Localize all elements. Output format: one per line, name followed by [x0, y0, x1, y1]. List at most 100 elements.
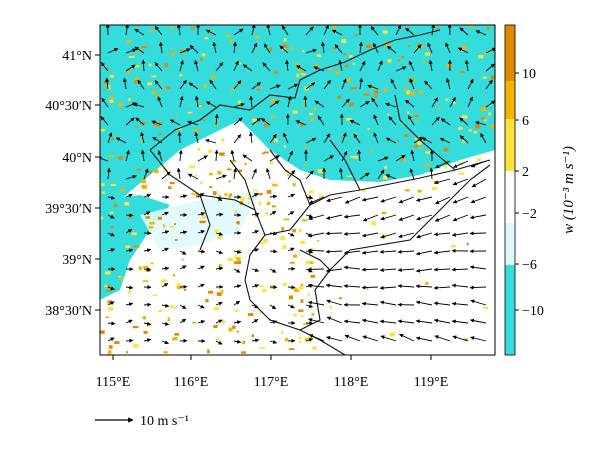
wind-vector [308, 334, 325, 342]
wind-vector [421, 137, 433, 144]
wind-vector [377, 169, 385, 180]
map-frame [99, 24, 496, 356]
speckle [134, 80, 137, 84]
wind-vector [308, 214, 325, 221]
speckle [366, 287, 369, 290]
speckle [205, 299, 209, 303]
speckle [208, 186, 213, 188]
wind-vector [307, 232, 325, 238]
wind-vector [287, 150, 293, 162]
wind-vector [338, 167, 343, 180]
speckle [403, 88, 407, 92]
wind-vector [287, 247, 295, 252]
wind-vector [287, 83, 299, 90]
speckle [105, 271, 111, 275]
speckle [107, 300, 113, 304]
wind-vector [179, 230, 188, 235]
speckle [170, 305, 174, 308]
speckle [224, 193, 228, 196]
wind-vector [179, 318, 187, 324]
speckle [466, 242, 469, 246]
speckle [437, 107, 441, 110]
wind-vector [439, 137, 451, 144]
wind-vector [101, 97, 109, 108]
wind-vector [233, 249, 242, 254]
wind-vector [125, 64, 136, 72]
speckle [196, 194, 200, 198]
speckle [283, 218, 290, 221]
speckle [199, 220, 206, 224]
speckle [252, 118, 258, 122]
speckle [298, 309, 304, 312]
wind-vector [233, 167, 238, 180]
wind-vector [416, 232, 433, 239]
speckle [127, 70, 130, 74]
wind-vector [431, 116, 440, 126]
wind-vector [380, 196, 397, 203]
wind-vector [451, 319, 469, 324]
speckle [310, 118, 315, 122]
wind-vector [134, 28, 145, 36]
speckle [114, 203, 118, 207]
speckle [109, 74, 115, 78]
wind-vector [232, 41, 237, 54]
wind-vector [269, 100, 280, 108]
speckle [408, 45, 411, 48]
wind-vector [287, 211, 295, 216]
lat-tick-label: 40°30′N [45, 99, 92, 114]
wind-vector [305, 304, 314, 308]
wind-vector [295, 120, 307, 126]
speckle [300, 315, 304, 318]
wind-vector [303, 95, 308, 108]
wind-vector [405, 27, 415, 36]
speckle [244, 162, 247, 165]
speckle [382, 30, 388, 34]
wind-vector [143, 321, 152, 326]
wind-vector [343, 250, 361, 255]
wind-vector [379, 249, 397, 254]
wind-vector [349, 119, 361, 126]
speckle [292, 183, 296, 187]
speckle [281, 331, 284, 335]
speckle [214, 229, 219, 233]
wind-vector [197, 155, 208, 162]
speckle [141, 179, 147, 184]
speckle [104, 285, 108, 287]
speckle [316, 54, 322, 57]
wind-vector [362, 214, 379, 222]
speckle [295, 63, 300, 66]
speckle [251, 334, 254, 338]
speckle [132, 326, 139, 329]
speckle [106, 284, 111, 288]
wind-vector [353, 133, 361, 144]
wind-vector [464, 59, 469, 72]
wind-vector [387, 45, 397, 54]
wind-vector [361, 267, 379, 272]
wind-vector [287, 193, 295, 198]
wind-vector [249, 95, 254, 108]
speckle [191, 27, 196, 30]
wind-vector [249, 131, 254, 144]
wind-vector [197, 320, 206, 324]
speckle [107, 85, 111, 90]
speckle [119, 189, 125, 192]
speckle [247, 313, 254, 316]
speckle [146, 170, 152, 174]
speckle [329, 68, 333, 71]
speckle [208, 173, 213, 176]
wind-vector [125, 213, 134, 218]
speckle [197, 147, 201, 151]
speckle [263, 151, 269, 154]
speckle [221, 289, 224, 294]
wind-vector [242, 64, 253, 72]
speckle [425, 52, 430, 56]
wind-vector [379, 285, 397, 290]
speckle [152, 294, 158, 296]
wind-vector [251, 42, 258, 54]
speckle [217, 171, 222, 175]
wind-vector [307, 248, 325, 253]
speckle [398, 59, 401, 62]
speckle [121, 190, 125, 193]
speckle [282, 245, 287, 250]
wind-vector [262, 62, 271, 72]
